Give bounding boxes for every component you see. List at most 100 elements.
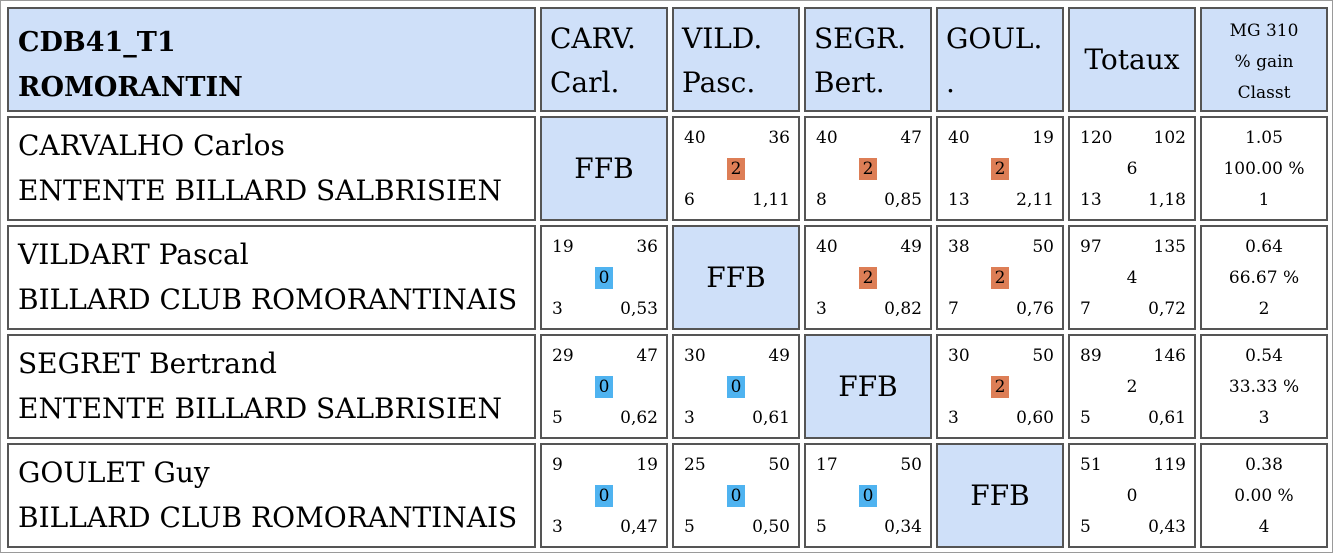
column-header-line2: Bert. (814, 66, 885, 99)
match-score-badge: 2 (727, 158, 745, 180)
match-innings: 13 (948, 190, 970, 210)
column-header-line1: GOUL. (946, 22, 1043, 55)
general-average: 0.54 (1245, 346, 1283, 366)
match-result-cell: 40 49 2 3 0,82 (804, 225, 932, 330)
column-header-segret: SEGR. Bert. (804, 7, 932, 112)
match-innings: 5 (816, 517, 827, 537)
match-points: 30 (684, 346, 706, 366)
match-result-cell: 9 19 0 3 0,47 (540, 443, 668, 548)
match-average: 0,34 (884, 517, 922, 537)
total-target: 119 (1153, 455, 1186, 475)
match-innings: 5 (552, 408, 563, 428)
match-innings: 6 (684, 190, 695, 210)
player-row-header: GOULET Guy BILLARD CLUB ROMORANTINAIS (7, 443, 536, 548)
total-innings: 13 (1080, 190, 1102, 210)
match-result-cell: 17 50 0 5 0,34 (804, 443, 932, 548)
match-result-cell: 25 50 0 5 0,50 (672, 443, 800, 548)
match-average: 0,85 (884, 190, 922, 210)
match-innings: 3 (684, 408, 695, 428)
match-score-badge: 2 (859, 158, 877, 180)
totals-cell: 120 102 6 13 1,18 (1068, 116, 1196, 221)
column-header-line1: CARV. (550, 22, 636, 55)
table-title-cell: CDB41_T1 ROMORANTIN (7, 7, 536, 112)
match-target: 49 (768, 346, 790, 366)
match-score-badge: 2 (991, 158, 1009, 180)
gain-percent: 66.67 % (1228, 268, 1300, 288)
column-header-line2: Carl. (550, 66, 620, 99)
match-score-badge: 0 (595, 376, 613, 398)
match-score-badge: 2 (859, 267, 877, 289)
match-score-badge: 0 (595, 267, 613, 289)
player-row-header: SEGRET Bertrand ENTENTE BILLARD SALBRISIE… (7, 334, 536, 439)
total-points: 51 (1080, 455, 1102, 475)
match-score-badge: 0 (595, 485, 613, 507)
match-average: 0,62 (620, 408, 658, 428)
total-innings: 7 (1080, 299, 1091, 319)
self-match-cell: FFB (540, 116, 668, 221)
player-name: CARVALHO Carlos (18, 129, 285, 162)
player-club: BILLARD CLUB ROMORANTINAIS (18, 283, 518, 316)
total-innings: 5 (1080, 408, 1091, 428)
player-name: VILDART Pascal (18, 238, 249, 271)
match-result-cell: 30 50 2 3 0,60 (936, 334, 1064, 439)
competition-code: CDB41_T1 (18, 27, 176, 58)
ranking-cell: 0.54 33.33 % 3 (1200, 334, 1328, 439)
player-name: GOULET Guy (18, 456, 210, 489)
total-points: 97 (1080, 237, 1102, 257)
match-average: 2,11 (1016, 190, 1054, 210)
column-header-line2: Pasc. (682, 66, 756, 99)
column-header-line2: . (946, 66, 955, 99)
ffb-label: FFB (706, 261, 766, 294)
total-innings: 5 (1080, 517, 1091, 537)
total-target: 146 (1153, 346, 1186, 366)
gain-percent-label: % gain (1234, 52, 1294, 72)
totals-label: Totaux (1084, 43, 1180, 76)
ranking-cell: 0.38 0.00 % 4 (1200, 443, 1328, 548)
match-result-cell: 29 47 0 5 0,62 (540, 334, 668, 439)
general-average: 1.05 (1245, 128, 1283, 148)
match-innings: 3 (816, 299, 827, 319)
rank: 2 (1258, 299, 1270, 319)
match-points: 17 (816, 455, 838, 475)
general-average: 0.38 (1245, 455, 1283, 475)
column-header-line1: VILD. (682, 22, 763, 55)
match-score-badge: 0 (727, 376, 745, 398)
match-innings: 3 (948, 408, 959, 428)
column-header-vildart: VILD. Pasc. (672, 7, 800, 112)
venue-name: ROMORANTIN (18, 72, 243, 103)
rank-label: Classt (1237, 83, 1291, 103)
gain-percent: 33.33 % (1228, 377, 1300, 397)
total-average: 1,18 (1148, 190, 1186, 210)
match-points: 19 (552, 237, 574, 257)
match-result-cell: 19 36 0 3 0,53 (540, 225, 668, 330)
match-score-badge: 0 (859, 485, 877, 507)
match-innings: 3 (552, 299, 563, 319)
match-points: 29 (552, 346, 574, 366)
match-target: 50 (1032, 346, 1054, 366)
match-target: 36 (636, 237, 658, 257)
total-points: 89 (1080, 346, 1102, 366)
match-result-cell: 40 36 2 6 1,11 (672, 116, 800, 221)
total-points: 120 (1080, 128, 1113, 148)
general-average: 0.64 (1245, 237, 1283, 257)
column-header-carvalho: CARV. Carl. (540, 7, 668, 112)
player-club: BILLARD CLUB ROMORANTINAIS (18, 501, 518, 534)
player-club: ENTENTE BILLARD SALBRISIEN (18, 174, 502, 207)
match-average: 0,82 (884, 299, 922, 319)
self-match-cell: FFB (672, 225, 800, 330)
ranking-cell: 1.05 100.00 % 1 (1200, 116, 1328, 221)
player-row-header: VILDART Pascal BILLARD CLUB ROMORANTINAIS (7, 225, 536, 330)
match-average: 1,11 (752, 190, 790, 210)
match-points: 9 (552, 455, 563, 475)
self-match-cell: FFB (936, 443, 1064, 548)
column-header-totals: Totaux (1068, 7, 1196, 112)
column-header-line1: SEGR. (814, 22, 906, 55)
player-club: ENTENTE BILLARD SALBRISIEN (18, 392, 502, 425)
total-average: 0,72 (1148, 299, 1186, 319)
match-target: 47 (636, 346, 658, 366)
match-score-badge: 2 (991, 376, 1009, 398)
match-points: 25 (684, 455, 706, 475)
match-target: 19 (1032, 128, 1054, 148)
self-match-cell: FFB (804, 334, 932, 439)
total-score: 6 (1126, 159, 1138, 179)
